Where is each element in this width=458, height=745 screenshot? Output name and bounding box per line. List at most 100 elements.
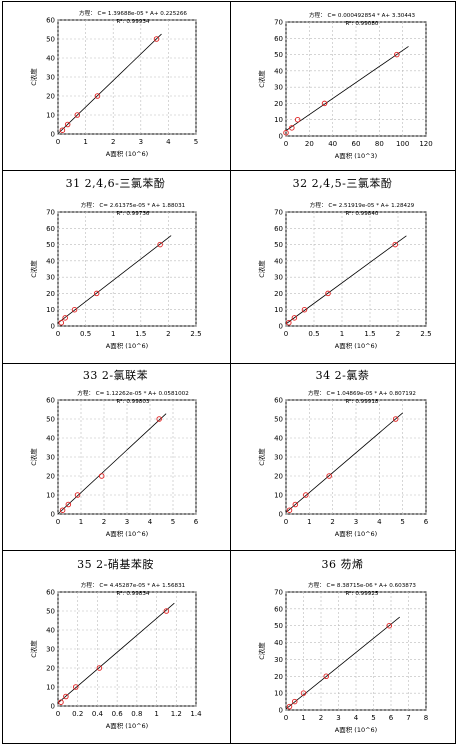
y-axis-label: C浓度 <box>29 448 38 466</box>
calibration-chart-31: 0 0.5 1 1.5 2 2.5 0 10 20 30 40 50 60 70 方程： C= 2.6137… <box>29 201 202 350</box>
equation-title: 方程： C= 1.39688e-05 * A+ 0.225266 <box>79 9 187 17</box>
caption-33: 33 2-氯联苯 <box>82 369 149 382</box>
y-tick-label: 40 <box>274 435 283 443</box>
y-tick-label: 60 <box>274 225 283 233</box>
y-tick-label: 10 <box>274 116 283 124</box>
calibration-chart-32: 0 0.5 1 1.5 2 2.5 0 10 20 30 40 50 60 70 方程： C= 2.5191… <box>257 201 432 350</box>
x-tick-label: 1.4 <box>190 710 202 718</box>
y-tick-label: 10 <box>46 492 55 500</box>
data-point <box>286 703 293 710</box>
y-axis-label: C浓度 <box>29 640 38 658</box>
row-divider <box>3 550 455 551</box>
y-axis-label: C浓度 <box>29 260 38 278</box>
x-tick-label: 5 <box>371 714 375 722</box>
y-tick-label: 20 <box>274 100 283 108</box>
equation-title: 方程： C= 1.12262e-05 * A+ 0.0581002 <box>77 389 189 397</box>
x-tick-label: 60 <box>352 140 361 148</box>
calibration-chart-36: 0 1 2 3 4 5 6 7 8 0 10 20 30 40 50 60 70 方程： C= 8.38715e-… <box>257 581 428 734</box>
x-tick-label: 1.5 <box>364 330 375 338</box>
data-point <box>153 36 160 42</box>
data-point <box>59 507 66 513</box>
data-point <box>156 416 162 422</box>
y-tick-label: 70 <box>46 209 55 217</box>
x-tick-label: 0 <box>284 330 288 338</box>
y-tick-label: 20 <box>46 93 55 101</box>
y-axis-label: C浓度 <box>257 642 266 660</box>
data-point <box>64 121 71 128</box>
r-squared: R²: 0.99840 <box>346 210 379 217</box>
x-tick-label: 0.8 <box>131 710 142 718</box>
data-point <box>74 492 81 498</box>
r-squared: R²: 0.99925 <box>346 590 379 597</box>
y-tick-label: 10 <box>274 306 283 314</box>
y-axis-label: C浓度 <box>29 68 38 86</box>
x-tick-label: 0.6 <box>112 710 124 718</box>
y-tick-label: 10 <box>46 306 55 314</box>
x-tick-label: 6 <box>424 518 429 526</box>
data-point <box>59 127 66 133</box>
x-tick-label: 4 <box>377 518 382 526</box>
x-tick-label: 4 <box>166 138 171 146</box>
data-point <box>94 93 101 99</box>
y-tick-label: 60 <box>46 225 55 233</box>
y-tick-label: 50 <box>274 241 283 249</box>
y-tick-label: 30 <box>274 274 283 282</box>
y-tick-label: 40 <box>46 55 55 63</box>
fit-line <box>285 235 407 325</box>
data-point <box>303 492 309 498</box>
y-tick-label: 0 <box>51 703 55 711</box>
equation-title: 方程： C= 2.61375e-05 * A+ 1.88031 <box>81 201 186 209</box>
x-tick-label: 0 <box>284 140 288 148</box>
y-tick-label: 20 <box>46 665 55 673</box>
caption-36: 36 芴烯 <box>321 558 364 571</box>
y-tick-label: 30 <box>274 656 283 664</box>
y-tick-label: 30 <box>274 454 283 462</box>
y-tick-label: 60 <box>46 589 55 597</box>
x-tick-label: 0.2 <box>72 710 83 718</box>
y-tick-label: 50 <box>46 36 55 44</box>
r-squared: R²: 0.99803 <box>117 398 150 405</box>
x-tick-label: 0 <box>56 518 60 526</box>
y-tick-label: 0 <box>51 131 55 139</box>
y-tick-label: 0 <box>51 511 55 519</box>
x-tick-label: 4 <box>148 518 153 526</box>
calibration-chart-2: 0 20 40 60 80 100 120 0 10 20 30 40 50 60 70 方程： C= 0.0… <box>257 11 433 160</box>
equation-title: 方程： C= 8.38715e-06 * A+ 0.603873 <box>308 581 416 589</box>
data-point <box>72 684 79 690</box>
caption-32: 32 2,4,5-三氯苯酚 <box>292 177 393 190</box>
y-tick-label: 20 <box>274 673 283 681</box>
caption-34: 34 2-氯萘 <box>315 369 370 382</box>
y-tick-label: 20 <box>46 473 55 481</box>
y-tick-label: 40 <box>274 67 283 75</box>
x-axis-label: A面积 (10^6) <box>335 725 377 734</box>
fit-line <box>285 46 409 131</box>
y-tick-label: 70 <box>274 209 283 217</box>
x-tick-label: 3 <box>139 138 143 146</box>
caption-31: 31 2,4,6-三氯苯酚 <box>65 177 166 190</box>
data-point <box>291 315 298 321</box>
r-squared: R²: 0.99918 <box>346 398 379 405</box>
y-tick-label: 0 <box>51 323 55 331</box>
data-point <box>292 501 299 508</box>
data-point <box>98 473 105 479</box>
x-tick-label: 5 <box>194 138 198 146</box>
y-tick-label: 70 <box>274 589 283 597</box>
x-tick-label: 0 <box>284 714 288 722</box>
y-tick-label: 30 <box>46 646 55 654</box>
equation-title: 方程： C= 2.51919e-05 * A+ 1.28429 <box>310 201 415 209</box>
fit-line <box>57 602 175 704</box>
calibration-chart-35: 0 0.2 0.4 0.6 0.8 1 1.2 1.4 0 10 20 30 40 50 60 方程： C= … <box>29 581 202 730</box>
x-tick-label: 1 <box>83 138 87 146</box>
y-tick-label: 20 <box>46 290 55 298</box>
y-tick-label: 10 <box>274 492 283 500</box>
x-tick-label: 3 <box>354 518 358 526</box>
x-tick-label: 1 <box>154 710 158 718</box>
y-tick-label: 40 <box>46 435 55 443</box>
x-tick-label: 1.2 <box>171 710 182 718</box>
y-tick-label: 0 <box>279 323 283 331</box>
x-tick-label: 6 <box>389 714 394 722</box>
data-point <box>289 125 295 131</box>
x-tick-label: 2.5 <box>420 330 431 338</box>
